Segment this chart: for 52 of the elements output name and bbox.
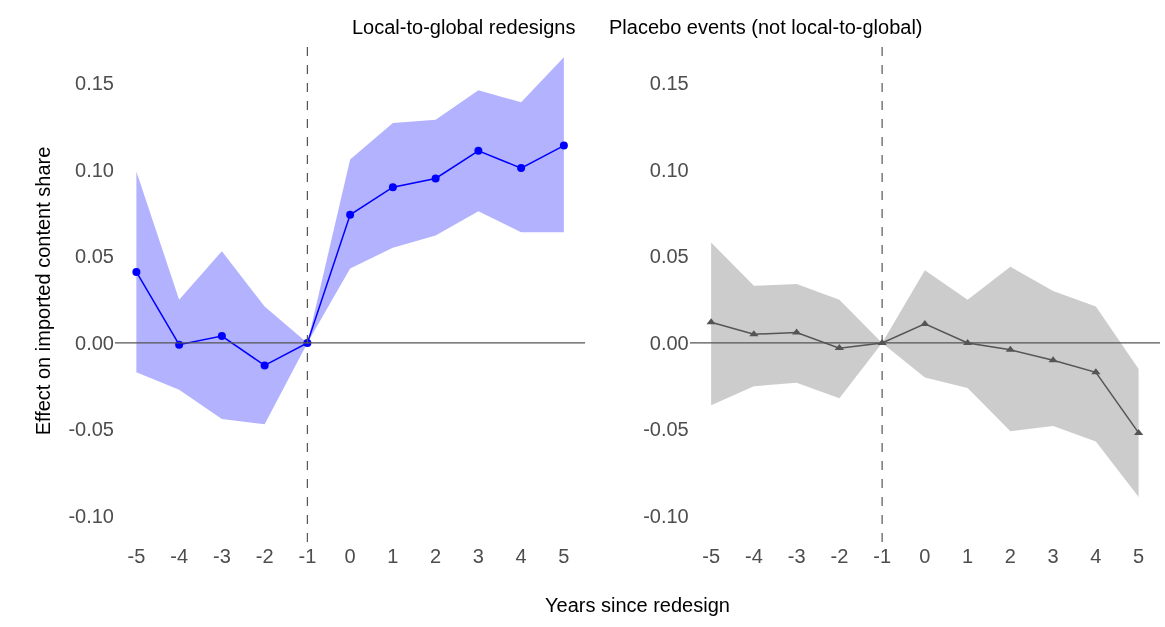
y-tick-label: 0.00 xyxy=(75,331,114,354)
y-tick-label: -0.05 xyxy=(643,418,689,441)
point xyxy=(474,146,483,155)
y-axis-title: Effect on imported content share xyxy=(31,146,54,436)
x-tick-label: 3 xyxy=(1047,545,1059,567)
x-tick-label: -1 xyxy=(298,545,317,567)
y-tick-label: 0.15 xyxy=(649,72,689,95)
point xyxy=(920,319,930,326)
x-tick-label: 2 xyxy=(1004,545,1016,567)
point xyxy=(1005,345,1015,352)
y-tick-label: 0.05 xyxy=(75,245,114,268)
x-tick-label: -2 xyxy=(830,545,849,567)
point xyxy=(1134,428,1144,435)
x-tick-label: 2 xyxy=(430,545,442,567)
x-tick-label: 5 xyxy=(1133,545,1145,567)
x-tick-label: -1 xyxy=(873,545,892,567)
x-tick-label: 3 xyxy=(472,545,484,567)
y-tick-label: 0.15 xyxy=(75,72,114,95)
x-tick-label: -5 xyxy=(127,545,146,567)
point xyxy=(217,332,226,341)
point xyxy=(792,328,802,335)
x-tick-label: -4 xyxy=(170,545,189,567)
x-tick-label: -4 xyxy=(744,545,763,567)
x-tick-label: 1 xyxy=(962,545,974,567)
x-tick-label: 0 xyxy=(344,545,356,567)
y-tick-label: -0.10 xyxy=(68,505,114,528)
x-tick-label: 0 xyxy=(919,545,931,567)
point xyxy=(834,344,844,351)
y-tick-label: -0.05 xyxy=(68,418,114,441)
chart-title: Local-to-global redesigns xyxy=(352,16,576,38)
chart-title: Placebo events (not local-to-global) xyxy=(609,16,923,38)
point xyxy=(260,361,269,370)
x-tick-label: 4 xyxy=(515,545,527,567)
x-tick-label: -2 xyxy=(255,545,274,567)
x-axis-title: Years since redesign xyxy=(545,594,730,616)
point xyxy=(431,174,440,183)
x-tick-label: -3 xyxy=(787,545,806,567)
point xyxy=(388,183,397,192)
y-tick-label: 0.10 xyxy=(75,158,114,181)
y-tick-label: 0.00 xyxy=(649,331,689,354)
y-tick-label: -0.10 xyxy=(643,505,689,528)
point xyxy=(559,141,568,150)
x-tick-label: 1 xyxy=(387,545,399,567)
y-tick-label: 0.10 xyxy=(649,158,689,181)
x-tick-label: 4 xyxy=(1090,545,1102,567)
x-tick-label: -5 xyxy=(702,545,721,567)
x-tick-label: 5 xyxy=(558,545,570,567)
y-tick-label: 0.05 xyxy=(649,245,689,268)
point xyxy=(346,210,355,219)
point xyxy=(132,267,141,276)
point xyxy=(517,164,526,173)
x-tick-label: -3 xyxy=(212,545,231,567)
